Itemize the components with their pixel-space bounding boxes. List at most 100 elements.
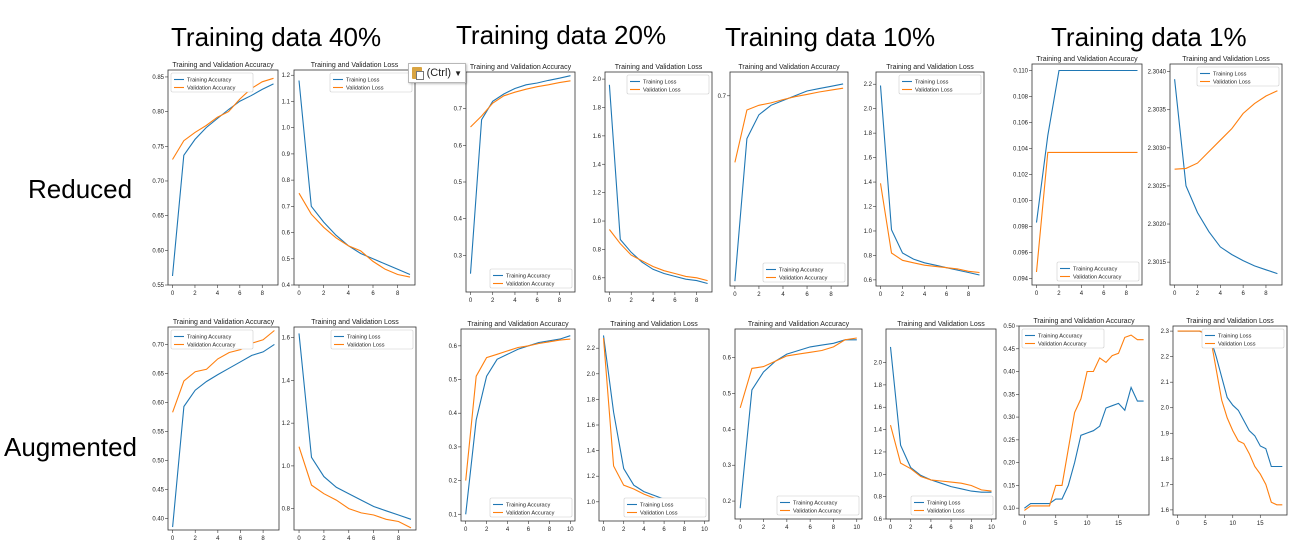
legend-label: Training Accuracy bbox=[1038, 334, 1082, 340]
series-line bbox=[298, 446, 412, 529]
y-tick-label: 0.25 bbox=[1003, 438, 1015, 444]
chart-title: Training and Validation Accuracy bbox=[1033, 318, 1135, 325]
y-tick-label: 1.2 bbox=[587, 474, 596, 480]
legend-box bbox=[626, 74, 710, 95]
y-tick-label: 2.1 bbox=[1161, 380, 1170, 386]
x-tick-label: 0 bbox=[171, 291, 175, 297]
x-tick-label: 4 bbox=[216, 291, 220, 297]
x-tick-label: 5 bbox=[1204, 521, 1208, 527]
legend-label: Training Loss bbox=[346, 78, 380, 84]
y-tick-label: 0.6 bbox=[593, 276, 602, 282]
x-tick-label: 6 bbox=[949, 525, 953, 531]
legend-box bbox=[898, 74, 982, 95]
y-tick-label: 0.2 bbox=[449, 479, 458, 485]
series-line bbox=[608, 229, 708, 282]
legend-label: Validation Accuracy bbox=[187, 86, 236, 92]
x-tick-label: 15 bbox=[1257, 521, 1264, 527]
legend-box bbox=[330, 329, 414, 350]
series-line bbox=[298, 333, 412, 520]
legend-box bbox=[1201, 328, 1285, 349]
legend-box bbox=[910, 495, 994, 516]
legend: Training Loss Validation Loss bbox=[330, 329, 414, 350]
column-title-20: Training data 20% bbox=[456, 20, 667, 50]
chart-title: Training and Validation Accuracy bbox=[1036, 56, 1138, 63]
y-tick-label: 0.80 bbox=[152, 110, 164, 116]
legend-label: Validation Loss bbox=[927, 509, 965, 515]
x-tick-label: 2 bbox=[622, 527, 626, 533]
x-tick-label: 4 bbox=[1080, 291, 1084, 297]
y-tick-label: 0.45 bbox=[1003, 347, 1015, 353]
chart-title: Training and Validation Accuracy bbox=[172, 62, 274, 69]
legend: Training Accuracy Validation Accuracy bbox=[489, 268, 573, 289]
x-tick-label: 2 bbox=[909, 525, 913, 531]
series-line bbox=[1024, 334, 1144, 511]
y-tick-label: 0.7 bbox=[282, 204, 291, 210]
y-tick-label: 0.85 bbox=[152, 75, 164, 81]
x-tick-label: 0 bbox=[297, 291, 301, 297]
y-tick-label: 2.0 bbox=[1161, 406, 1170, 412]
y-tick-label: 1.8 bbox=[874, 383, 883, 389]
legend: Training Loss Validation Loss bbox=[898, 74, 982, 95]
y-tick-label: 0.5 bbox=[454, 180, 463, 186]
series-line bbox=[1174, 90, 1278, 170]
chart-title: Training and Validation Accuracy bbox=[173, 319, 275, 326]
y-tick-label: 2.3040 bbox=[1148, 70, 1167, 76]
legend-label: Validation Loss bbox=[347, 343, 385, 349]
series-line bbox=[172, 343, 275, 528]
chart-title: Training and Validation Loss bbox=[311, 319, 399, 326]
y-tick-label: 1.6 bbox=[593, 134, 602, 140]
y-tick-label: 1.0 bbox=[874, 472, 883, 478]
y-tick-label: 0.5 bbox=[282, 257, 291, 263]
x-tick-label: 2 bbox=[901, 292, 905, 298]
y-tick-label: 2.2 bbox=[864, 82, 873, 88]
legend-label: Training Loss bbox=[1218, 334, 1252, 340]
y-tick-label: 2.0 bbox=[874, 361, 883, 367]
legend-box bbox=[1021, 328, 1105, 349]
legend-box bbox=[762, 262, 846, 283]
series-line bbox=[172, 330, 275, 413]
y-tick-label: 0.4 bbox=[449, 411, 458, 417]
plot-frame bbox=[1169, 63, 1283, 286]
legend-label: Training Accuracy bbox=[187, 78, 231, 84]
y-tick-label: 0.3 bbox=[454, 253, 463, 259]
clipboard-paste-icon bbox=[412, 66, 424, 80]
legend-label: Validation Loss bbox=[346, 86, 384, 92]
y-tick-label: 1.1 bbox=[282, 99, 291, 105]
x-tick-label: 0 bbox=[602, 527, 606, 533]
legend: Training Loss Validation Loss bbox=[623, 497, 707, 518]
y-tick-label: 0.6 bbox=[282, 231, 291, 237]
x-tick-label: 0 bbox=[733, 292, 737, 298]
plot-frame bbox=[460, 328, 576, 522]
paste-options-button[interactable]: (Ctrl) ▼ bbox=[408, 63, 466, 83]
x-tick-label: 6 bbox=[662, 527, 666, 533]
x-tick-label: 6 bbox=[808, 525, 812, 531]
x-tick-label: 4 bbox=[216, 536, 220, 542]
plot-frame bbox=[1172, 325, 1288, 516]
y-tick-label: 2.2 bbox=[587, 346, 596, 352]
legend-label: Training Accuracy bbox=[1073, 267, 1117, 273]
series-line bbox=[465, 338, 571, 481]
chart-panel: Training and Validation Accuracy 0 2 4 6 8 0.5… bbox=[152, 62, 279, 297]
x-tick-label: 6 bbox=[535, 298, 539, 304]
y-tick-label: 0.8 bbox=[282, 507, 291, 513]
y-tick-label: 0.65 bbox=[152, 371, 164, 377]
y-tick-label: 1.6 bbox=[864, 156, 873, 162]
legend-label: Training Accuracy bbox=[506, 274, 550, 280]
legend: Training Loss Validation Loss bbox=[910, 495, 994, 516]
y-tick-label: 0.5 bbox=[723, 392, 732, 398]
chart-title: Training and Validation Loss bbox=[897, 321, 985, 328]
legend: Training Accuracy Validation Accuracy bbox=[489, 497, 573, 518]
chart-title: Training and Validation Loss bbox=[615, 64, 703, 71]
row-label-augmented: Augmented bbox=[4, 432, 137, 462]
x-tick-label: 4 bbox=[513, 298, 517, 304]
x-tick-label: 0 bbox=[1176, 521, 1180, 527]
chart-panel: Training and Validation Loss 0 2 4 6 8 0.8 1.0 1… bbox=[282, 319, 417, 542]
y-tick-label: 2.3025 bbox=[1148, 184, 1167, 190]
x-tick-label: 2 bbox=[757, 292, 761, 298]
series-line bbox=[879, 183, 980, 274]
series-line bbox=[879, 85, 980, 276]
x-tick-label: 2 bbox=[485, 527, 489, 533]
legend-box bbox=[170, 329, 254, 350]
legend-label: Validation Accuracy bbox=[506, 282, 555, 288]
y-tick-label: 0.8 bbox=[874, 495, 883, 501]
